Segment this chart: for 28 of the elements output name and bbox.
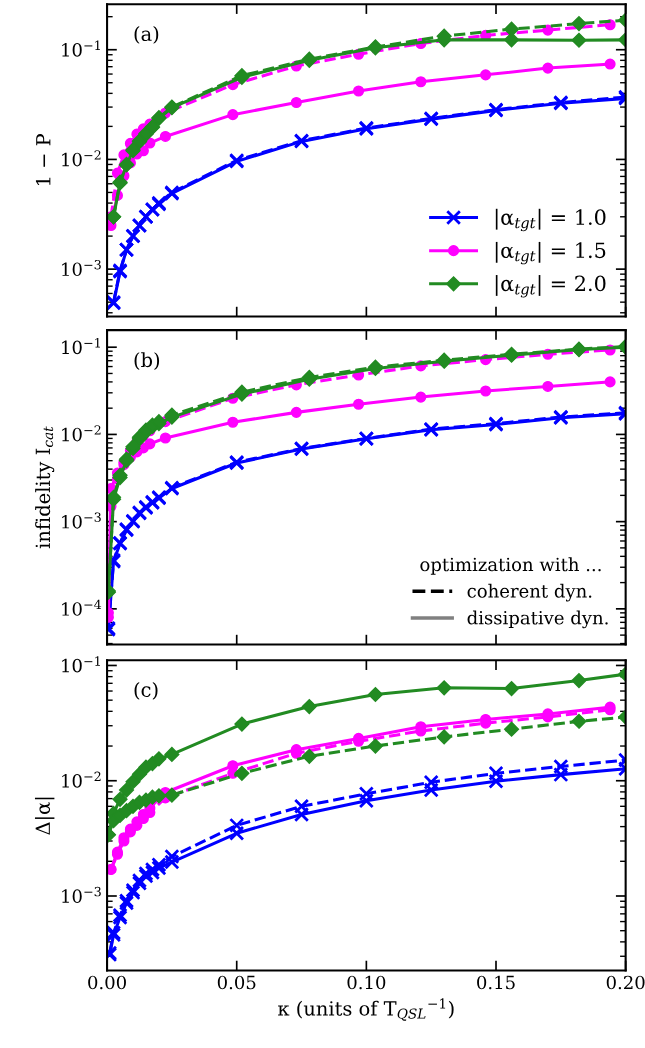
y-axis-title: Δ|α|: [34, 797, 55, 835]
y-axis-title: 1 − P: [35, 133, 51, 186]
annotation: coherent dyn.: [467, 583, 592, 602]
legend-label: |α$_{tgt}$| = 1.0: [495, 208, 606, 232]
x-axis-title: κ (units of T$_{QSL}$$^{−1}$): [278, 998, 454, 1021]
annotation: (c): [134, 681, 158, 700]
y-tick-label: 10$^{−2}$: [62, 150, 101, 167]
legend-label: |α$_{tgt}$| = 2.0: [495, 275, 606, 298]
legend-title: optimization with ...: [420, 557, 601, 575]
annotation: dissipative dyn.: [467, 610, 608, 629]
annotation: (a): [134, 26, 159, 44]
y-tick-label: 10$^{−2}$: [62, 425, 101, 442]
y-tick-label: 10$^{−2}$: [62, 771, 101, 788]
y-tick-label: 10$^{−4}$: [62, 599, 102, 616]
annotation: (b): [134, 352, 160, 370]
x-tick-label: 0.05: [217, 975, 256, 990]
y-tick-label: 10$^{−3}$: [62, 259, 101, 277]
y-axis-title: infidelity I$_{cat}$: [35, 426, 55, 549]
x-tick-label: 0.20: [606, 975, 645, 990]
y-tick-label: 10$^{−1}$: [62, 338, 100, 355]
legend-label: |α$_{tgt}$| = 1.5: [495, 241, 606, 265]
y-tick-label: 10$^{−1}$: [62, 656, 100, 673]
x-tick-label: 0.10: [347, 975, 386, 990]
x-tick-label: 0.00: [88, 975, 126, 990]
x-tick-label: 0.15: [477, 975, 515, 990]
y-tick-label: 10$^{−3}$: [62, 512, 101, 529]
y-tick-label: 10$^{−1}$: [62, 40, 100, 57]
y-tick-label: 10$^{−3}$: [62, 886, 101, 903]
